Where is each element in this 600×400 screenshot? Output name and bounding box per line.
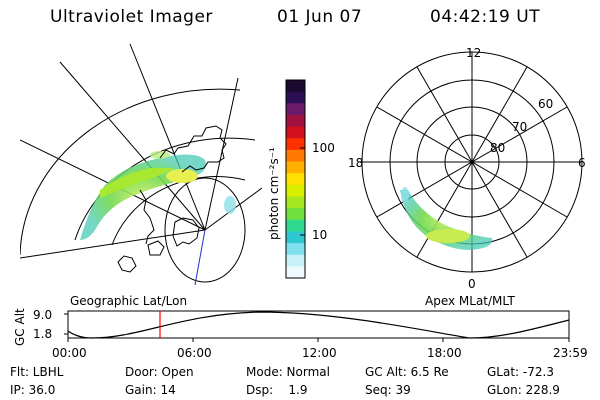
- colorbar-strip: [286, 243, 305, 256]
- timeline-xtick-1: 06:00: [177, 346, 212, 360]
- mlt-label-6: 6: [578, 156, 586, 170]
- lat-label-60: 60: [538, 97, 554, 111]
- colorbar-strip: [286, 231, 305, 244]
- timeline-xtick-2: 12:00: [302, 346, 337, 360]
- time-label: 04:42:19 UT: [430, 7, 541, 27]
- status-filter: Flt: LBHL: [10, 365, 64, 379]
- colorbar-strip: [286, 114, 305, 128]
- colorbar-strip: [286, 266, 305, 279]
- timeline-xtick-4: 23:59: [553, 346, 588, 360]
- timeline-xtick-3: 18:00: [427, 346, 462, 360]
- colorbar-tick-100: 100: [312, 141, 335, 155]
- geo-grid: [20, 43, 263, 283]
- colorbar-unit-label: photon cm⁻²s⁻¹: [267, 147, 281, 240]
- geo-coastlines: [117, 125, 227, 273]
- status-glat: GLat: -72.3: [487, 365, 554, 379]
- polar-map-caption: Apex MLat/MLT: [425, 294, 515, 308]
- lat-label-70: 70: [512, 120, 528, 134]
- instrument-title: Ultraviolet Imager: [50, 7, 213, 27]
- colorbar-strip: [286, 91, 305, 104]
- geographic-map: [20, 43, 263, 285]
- polar-auroral-emission: [400, 187, 493, 250]
- status-door: Door: Open: [125, 365, 194, 379]
- status-dsp: Dsp: 1.9: [246, 383, 308, 397]
- colorbar-strip: [286, 138, 305, 151]
- colorbar-strip: [286, 208, 305, 221]
- mlt-label-12: 12: [466, 46, 482, 60]
- timeline-ytick-max: 9.0: [33, 308, 53, 322]
- satellite-track: [194, 229, 206, 285]
- altitude-curve: [67, 311, 570, 339]
- colorbar-strip: [286, 103, 305, 116]
- status-mode: Mode: Normal: [246, 365, 330, 379]
- colorbar-strip: [286, 80, 305, 93]
- status-glon: GLon: 228.9: [487, 383, 560, 397]
- geo-map-caption: Geographic Lat/Lon: [70, 294, 188, 308]
- timeline-xtick-0: 00:00: [52, 346, 87, 360]
- colorbar: [285, 79, 306, 279]
- mlt-label-18: 18: [348, 156, 364, 170]
- colorbar-strip: [286, 149, 305, 163]
- timeline-ytick-min: 1.8: [33, 327, 53, 341]
- colorbar-strip: [286, 161, 305, 174]
- timeline-ylabel: GC Alt: [13, 308, 27, 346]
- colorbar-tick-10: 10: [312, 228, 328, 242]
- colorbar-strip: [286, 184, 305, 198]
- colorbar-strips: [286, 80, 305, 279]
- colorbar-strip: [286, 254, 305, 267]
- mlt-label-0: 0: [468, 277, 476, 291]
- colorbar-strip: [286, 196, 305, 209]
- geo-auroral-emission: [80, 151, 236, 240]
- colorbar-strip: [286, 126, 305, 139]
- date-label: 01 Jun 07: [277, 7, 363, 27]
- timeline-plot: [64, 310, 570, 342]
- status-gc-alt: GC Alt: 6.5 Re: [365, 365, 449, 379]
- colorbar-strip: [286, 173, 305, 186]
- status-seq: Seq: 39: [365, 383, 411, 397]
- status-ip: IP: 36.0: [10, 383, 56, 397]
- lat-label-80: 80: [490, 141, 506, 155]
- colorbar-strip: [286, 219, 305, 233]
- status-gain: Gain: 14: [125, 383, 176, 397]
